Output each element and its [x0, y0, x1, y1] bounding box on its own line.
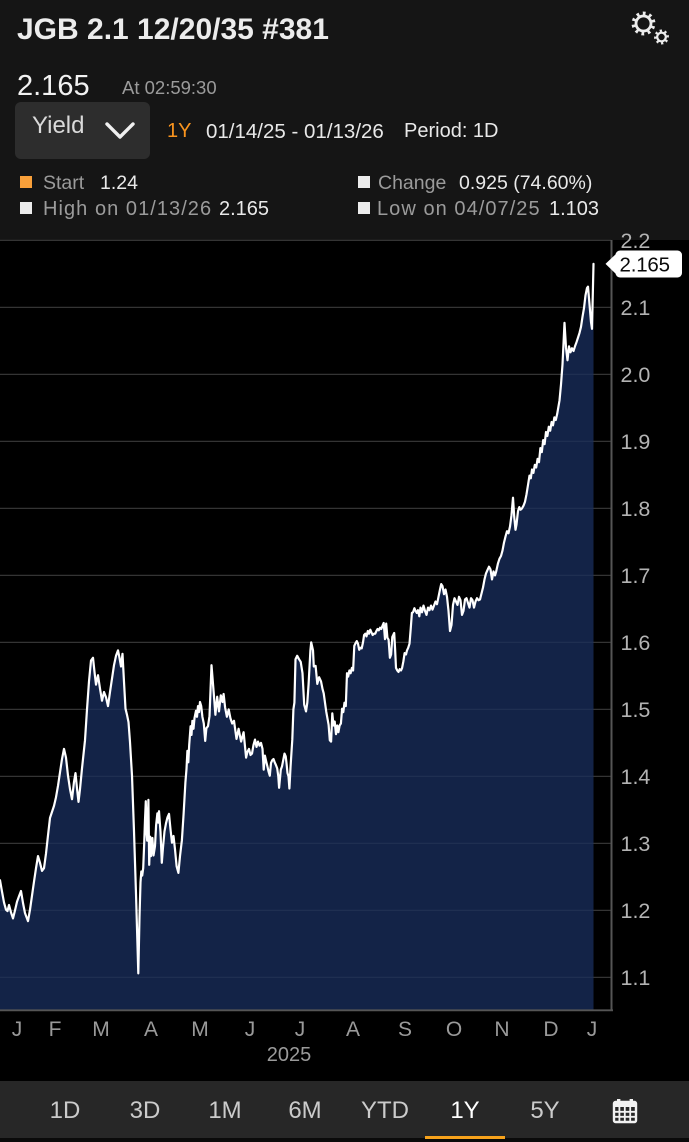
svg-text:J: J	[587, 1018, 598, 1041]
svg-text:S: S	[398, 1018, 412, 1041]
svg-text:F: F	[49, 1018, 62, 1041]
svg-text:2.1: 2.1	[621, 296, 651, 320]
svg-text:1.3: 1.3	[621, 832, 651, 856]
svg-text:1.6: 1.6	[621, 631, 651, 655]
svg-text:2025: 2025	[267, 1044, 312, 1066]
svg-text:1.8: 1.8	[621, 497, 651, 521]
svg-text:2.2: 2.2	[621, 229, 651, 253]
svg-text:N: N	[494, 1018, 509, 1041]
svg-text:1.9: 1.9	[621, 430, 651, 454]
svg-text:D: D	[543, 1018, 558, 1041]
svg-text:1.1: 1.1	[621, 966, 651, 990]
svg-text:1.5: 1.5	[621, 698, 651, 722]
svg-text:J: J	[245, 1018, 256, 1041]
svg-text:2.0: 2.0	[621, 363, 651, 387]
svg-text:A: A	[346, 1018, 360, 1041]
svg-text:J: J	[295, 1018, 306, 1041]
svg-text:1.2: 1.2	[621, 899, 651, 923]
svg-text:2.165: 2.165	[620, 254, 670, 277]
svg-text:M: M	[92, 1018, 110, 1041]
svg-text:A: A	[144, 1018, 158, 1041]
svg-text:1.4: 1.4	[621, 765, 651, 789]
svg-text:J: J	[12, 1018, 23, 1041]
svg-text:1.7: 1.7	[621, 564, 651, 588]
svg-text:O: O	[446, 1018, 462, 1041]
svg-text:M: M	[191, 1018, 209, 1041]
